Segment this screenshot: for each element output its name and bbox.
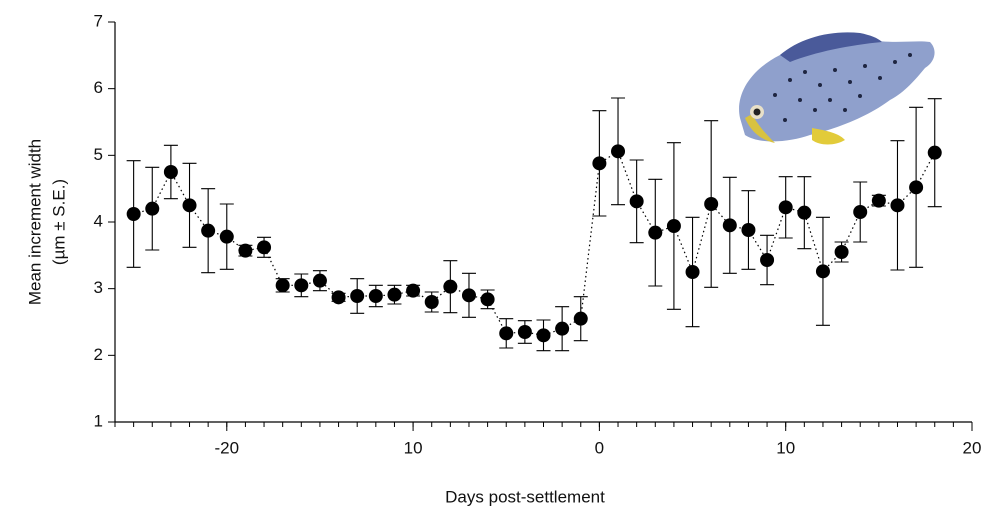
data-point: [201, 223, 216, 238]
data-point: [461, 288, 476, 303]
fish-pupil: [753, 108, 761, 116]
data-point: [629, 194, 644, 209]
fish-fin: [780, 32, 882, 62]
data-point: [685, 265, 700, 279]
data-point: [648, 225, 663, 240]
data-point: [163, 165, 178, 179]
x-tick-label: -20: [214, 438, 239, 457]
data-point: [145, 201, 160, 216]
data-point: [387, 287, 402, 302]
data-point: [592, 156, 607, 171]
data-point: [350, 289, 365, 303]
data-point: [536, 328, 551, 343]
data-point: [760, 253, 775, 267]
fish-jaw: [745, 114, 775, 143]
data-point: [443, 279, 458, 294]
data-point: [666, 219, 681, 233]
data-point: [778, 200, 793, 215]
data-point: [890, 198, 905, 213]
data-point: [797, 205, 812, 220]
data-point: [480, 292, 495, 307]
y-tick-label: 1: [94, 411, 103, 430]
y-axis-label: (µm ± S.E.): [49, 179, 68, 265]
data-point: [219, 229, 234, 244]
data-point: [834, 245, 849, 259]
data-point: [312, 273, 327, 288]
fish-body: [739, 36, 935, 142]
x-tick-label: 0: [595, 438, 604, 457]
x-tick-label: 20: [963, 438, 982, 457]
data-point: [238, 243, 253, 258]
data-point: [275, 278, 290, 293]
data-point: [871, 193, 886, 208]
data-point: [741, 223, 756, 237]
data-point: [126, 207, 141, 221]
y-tick-label: 4: [94, 211, 103, 230]
data-point: [815, 264, 830, 279]
fish-fin: [812, 128, 845, 145]
data-point: [555, 321, 570, 336]
y-tick-label: 5: [94, 145, 103, 164]
data-point: [499, 326, 514, 341]
data-point: [424, 295, 439, 309]
data-point: [368, 289, 383, 303]
data-point: [406, 283, 421, 298]
fish-illustration: [739, 32, 935, 145]
data-point: [257, 240, 272, 255]
data-point: [573, 311, 588, 326]
y-tick-label: 3: [94, 278, 103, 297]
data-point: [853, 205, 868, 219]
x-tick-label: 10: [776, 438, 795, 457]
data-point: [611, 144, 626, 159]
data-point: [517, 325, 532, 339]
x-axis-label: Days post-settlement: [445, 487, 605, 506]
y-tick-label: 2: [94, 345, 103, 364]
data-point: [331, 290, 346, 305]
data-point: [927, 145, 942, 160]
y-tick-label: 6: [94, 78, 103, 97]
data-point: [909, 180, 924, 195]
data-point: [182, 198, 197, 213]
y-tick-label: 7: [94, 11, 103, 30]
data-point: [704, 197, 719, 211]
fish-spots: [773, 53, 912, 122]
x-tick-label: 10: [404, 438, 423, 457]
data-point: [722, 218, 737, 233]
trend-line: [133, 150, 936, 336]
y-axis-label: Mean increment width: [25, 139, 44, 305]
data-point: [294, 278, 309, 293]
